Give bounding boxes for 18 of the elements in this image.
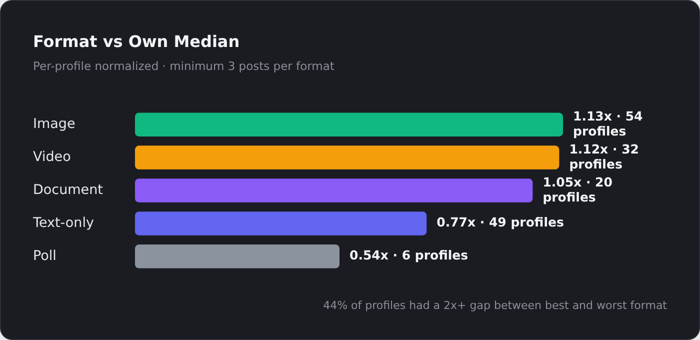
y-tick-label: Image [33,116,76,132]
data-label: 1.05x · 20 profiles [542,174,613,204]
y-tick-label: Text-only [32,214,94,231]
chart-title: Format vs Own Median [33,32,240,51]
data-label: 1.12x · 32 profiles [569,141,639,172]
bar [134,244,340,268]
data-label: 0.54x · 6 profiles [350,248,468,263]
y-tick-label: Poll [33,248,56,264]
text: 44% of profiles had a 2x+ gap between best and worst format [323,299,667,312]
data-label: 0.77x · 49 profiles [436,214,564,230]
chart-subtitle: Per-profile normalized · minimum 3 posts per format [33,59,334,73]
y-tick-label: Video [33,149,71,166]
bar [134,146,560,170]
data-label: 1.13x · 54 profiles [573,108,644,138]
bar [134,178,533,202]
bar [134,112,563,136]
y-tick-label: Document [33,182,103,198]
bar [134,212,427,236]
